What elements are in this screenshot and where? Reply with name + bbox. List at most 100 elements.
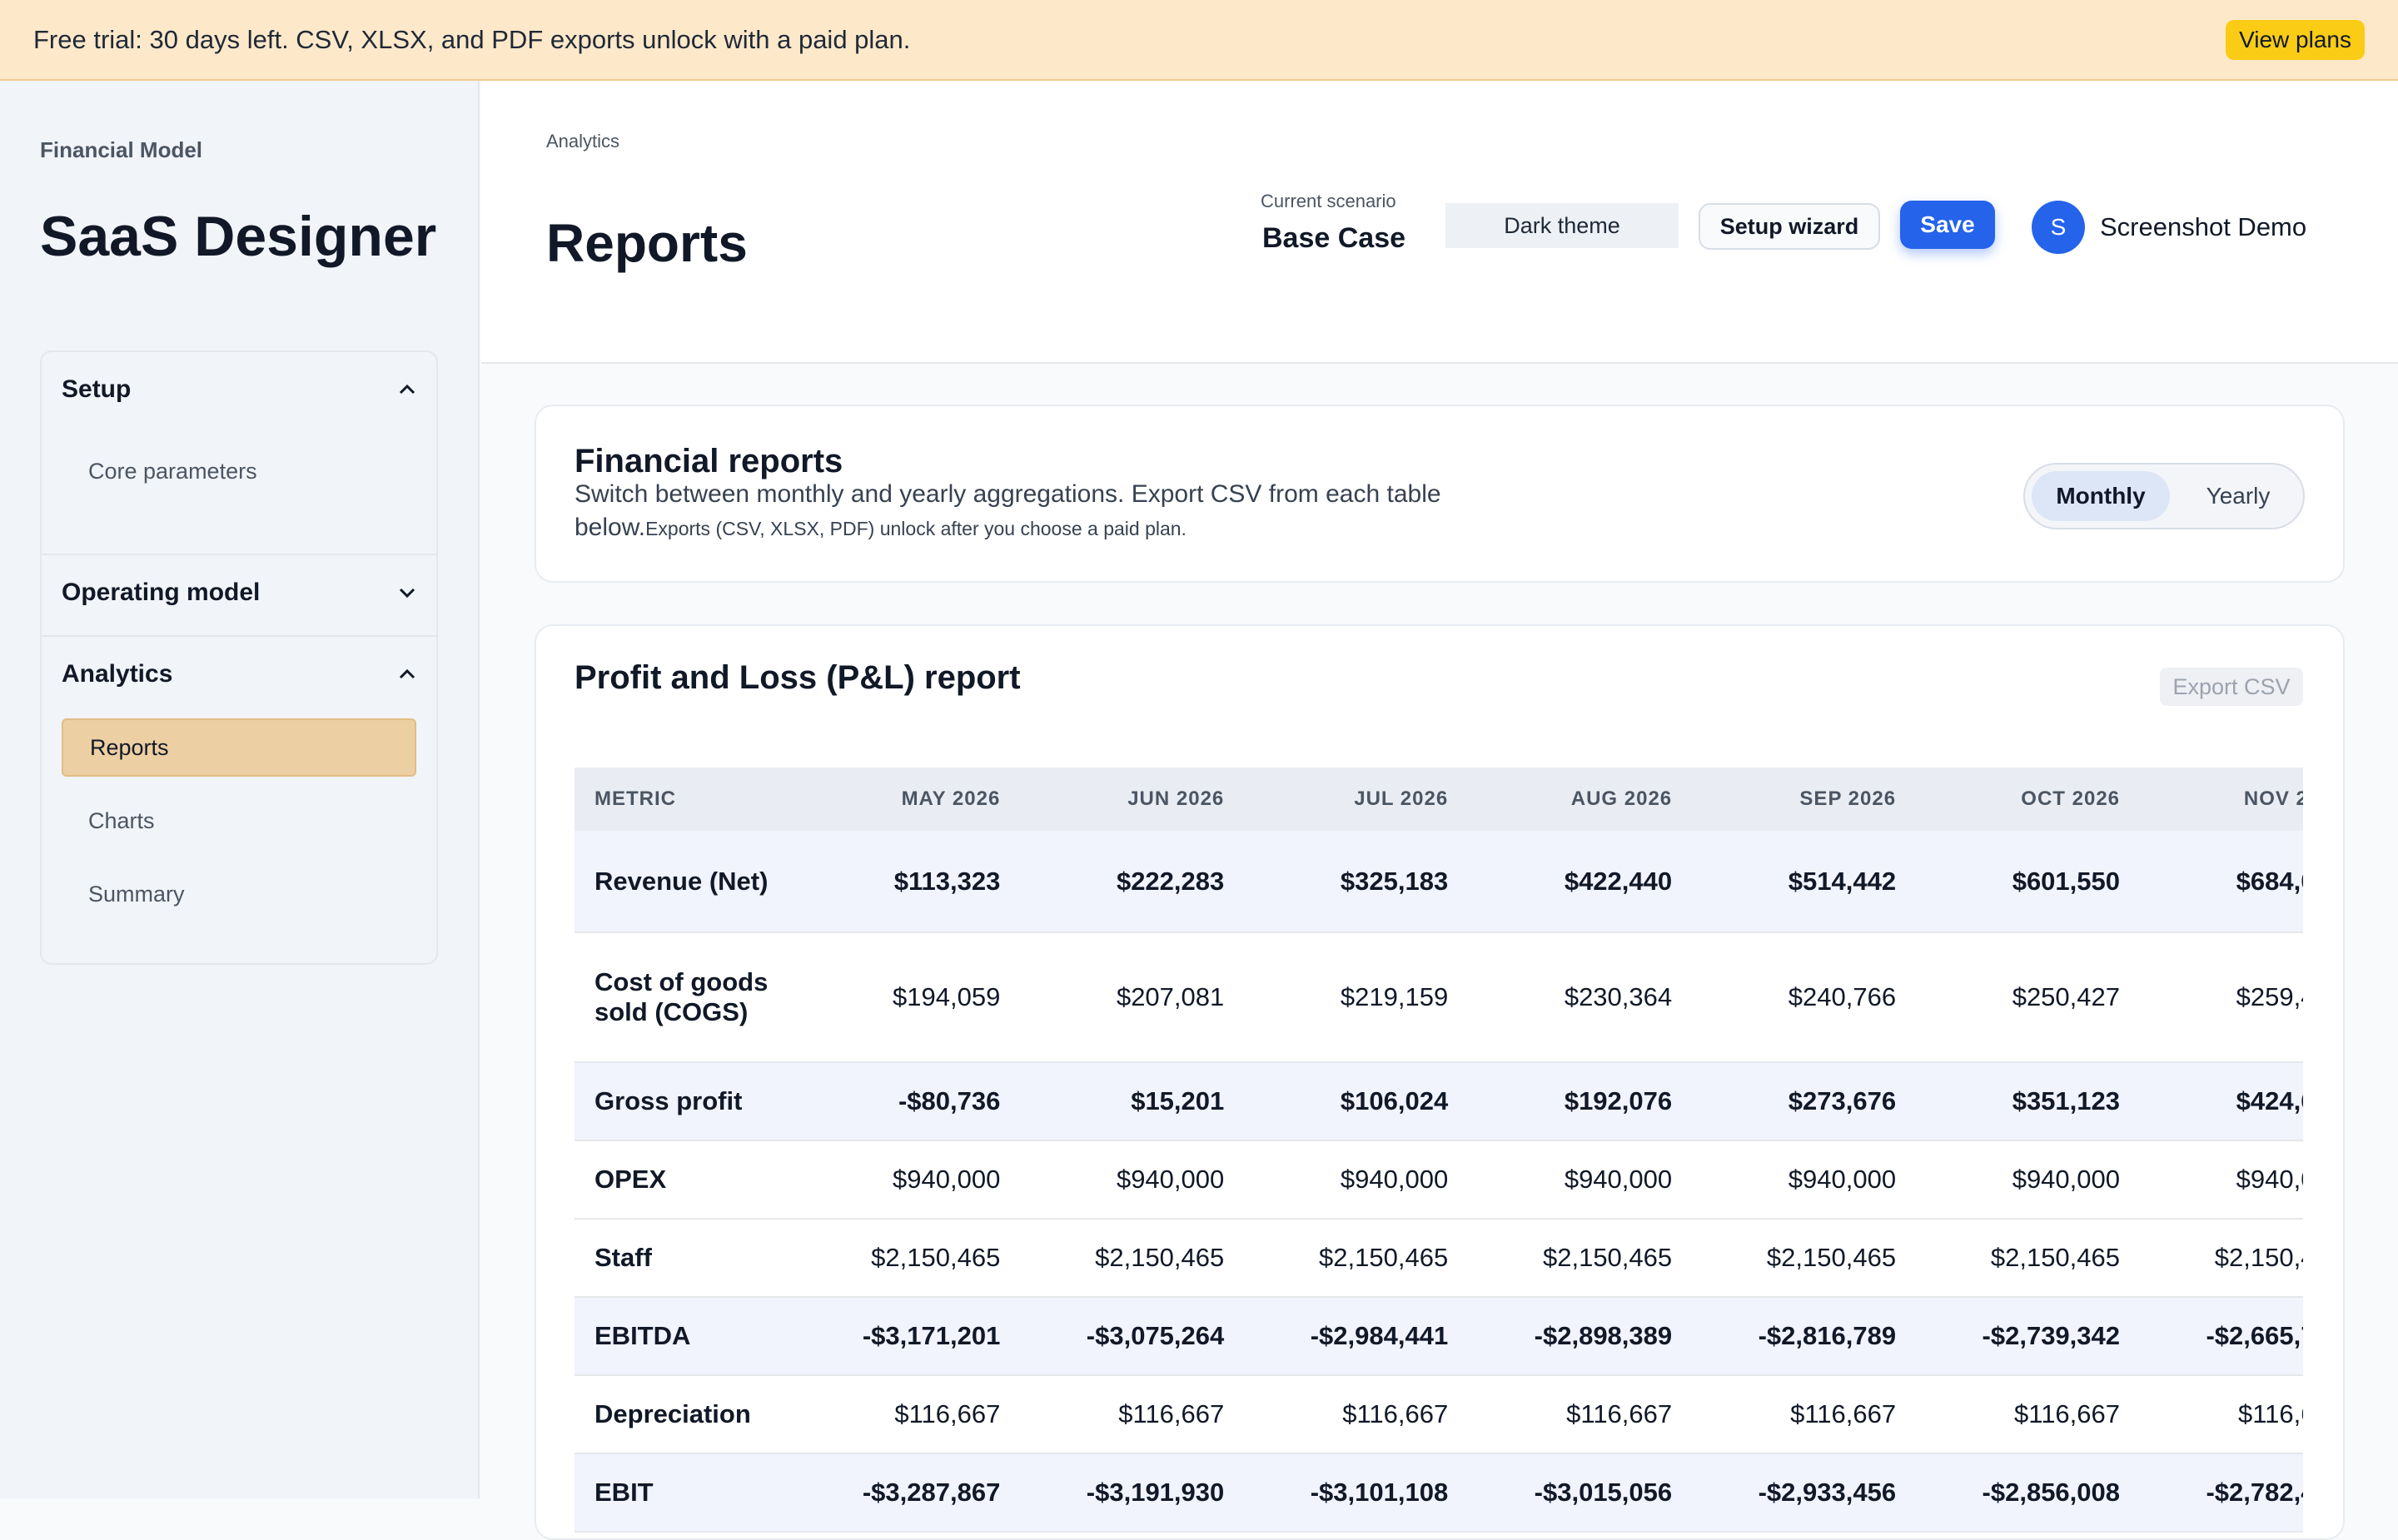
table-cell: $116,667 <box>1918 1375 2142 1454</box>
table-cell: $194,059 <box>798 932 1022 1063</box>
nav-section-label: Operating model <box>62 579 261 606</box>
table-cell: $424,693 <box>2142 1062 2303 1141</box>
nav-divider <box>42 635 436 637</box>
save-button[interactable]: Save <box>1900 201 1995 249</box>
table-cell: $325,183 <box>1246 831 1470 933</box>
column-header-month: NOV 2026 <box>2142 768 2303 831</box>
metric-label: OPEX <box>575 1140 799 1220</box>
column-header-month: JUL 2026 <box>1246 768 1470 831</box>
metric-label: EBIT <box>575 1453 799 1533</box>
app-subtitle: Financial Model <box>40 137 203 162</box>
table-cell: -$3,015,056 <box>1470 1453 1694 1533</box>
nav-divider <box>42 554 436 555</box>
table-row: Depreciation $116,667 $116,667 $116,667 $116… <box>575 1375 2303 1454</box>
sidebar-item-core-parameters[interactable]: Core parameters <box>88 458 257 484</box>
sidebar-item-reports[interactable]: Reports <box>62 718 416 777</box>
metric-label: EBITDA <box>575 1297 799 1376</box>
yearly-toggle-button[interactable]: Yearly <box>2206 483 2271 509</box>
table-cell: $2,150,465 <box>1694 1219 1918 1298</box>
table-cell: $940,000 <box>798 1140 1022 1220</box>
table-cell: $116,667 <box>1694 1375 1918 1454</box>
financial-reports-card: Financial reports Switch between monthly… <box>535 405 2345 583</box>
table-cell: $192,076 <box>1470 1062 1694 1141</box>
table-cell: $601,550 <box>1918 831 2142 933</box>
sidebar-item-summary[interactable]: Summary <box>88 881 185 907</box>
table-row: Revenue (Net) $113,323 $222,283 $325,183 $42… <box>575 831 2303 933</box>
table-cell: $940,000 <box>1246 1140 1470 1220</box>
table-cell: $2,150,465 <box>1246 1219 1470 1298</box>
table-cell: $116,667 <box>798 1375 1022 1454</box>
app-title: SaaS Designer <box>40 205 437 268</box>
table-row: Gross profit -$80,736 $15,201 $106,024 $192,… <box>575 1062 2303 1141</box>
table-cell: $422,440 <box>1470 831 1694 933</box>
table-cell: -$2,665,772 <box>2142 1297 2303 1376</box>
table-cell: -$3,075,264 <box>1022 1297 1246 1376</box>
chevron-up-icon <box>398 380 416 399</box>
financial-reports-description-text: Switch between monthly and yearly aggreg… <box>575 480 1441 541</box>
export-note: Exports (CSV, XLSX, PDF) unlock after yo… <box>645 518 1187 539</box>
table-cell: $684,097 <box>2142 831 2303 933</box>
setup-wizard-button[interactable]: Setup wizard <box>1699 203 1880 250</box>
metric-label: Staff <box>575 1219 799 1298</box>
scenario-value[interactable]: Base Case <box>1262 222 1406 254</box>
table-cell: $116,667 <box>1246 1375 1470 1454</box>
export-csv-button[interactable]: Export CSV <box>2160 668 2303 706</box>
user-name[interactable]: Screenshot Demo <box>2100 212 2307 241</box>
sidebar-item-charts[interactable]: Charts <box>88 807 155 833</box>
pl-report-card: Profit and Loss (P&L) report Export CSV … <box>535 624 2345 1540</box>
table-cell: -$3,287,867 <box>798 1453 1022 1533</box>
dark-theme-button[interactable]: Dark theme <box>1445 203 1679 248</box>
table-cell: $240,766 <box>1694 932 1918 1063</box>
table-header-row: METRIC MAY 2026 JUN 2026 JUL 2026 AUG 2026 SE… <box>575 768 2303 831</box>
column-header-month: AUG 2026 <box>1470 768 1694 831</box>
table-cell: $273,676 <box>1694 1062 1918 1141</box>
table-cell: -$2,898,389 <box>1470 1297 1694 1376</box>
sidebar-nav: Setup Core parameters Operating model An… <box>40 350 438 965</box>
pl-table-scroll[interactable]: METRIC MAY 2026 JUN 2026 JUL 2026 AUG 2026 SE… <box>575 768 2303 1538</box>
column-header-month: OCT 2026 <box>1918 768 2142 831</box>
table-cell: -$2,856,008 <box>1918 1453 2142 1533</box>
nav-section-label: Setup <box>62 375 132 403</box>
table-cell: -$2,933,456 <box>1694 1453 1918 1533</box>
main-header: Analytics Reports Current scenario Base … <box>481 81 2398 364</box>
table-cell: -$2,739,342 <box>1918 1297 2142 1376</box>
table-cell: $207,081 <box>1022 932 1246 1063</box>
table-cell: -$2,782,438 <box>2142 1453 2303 1533</box>
nav-section-analytics: Analytics <box>42 645 436 703</box>
table-row: EBIT -$3,287,867 -$3,191,930 -$3,101,108 -$3… <box>575 1453 2303 1533</box>
nav-section-setup: Setup <box>42 360 436 419</box>
table-cell: $230,364 <box>1470 932 1694 1063</box>
table-cell: $514,442 <box>1694 831 1918 933</box>
nav-section-header-analytics[interactable]: Analytics <box>42 645 436 703</box>
table-cell: $113,323 <box>798 831 1022 933</box>
table-cell: $940,000 <box>1694 1140 1918 1220</box>
monthly-toggle-button[interactable]: Monthly <box>2032 471 2170 521</box>
column-header-month: SEP 2026 <box>1694 768 1918 831</box>
nav-section-header-operating-model[interactable]: Operating model <box>42 564 436 622</box>
table-cell: $2,150,465 <box>1470 1219 1694 1298</box>
table-cell: $250,427 <box>1918 932 2142 1063</box>
nav-section-header-setup[interactable]: Setup <box>42 360 436 419</box>
pl-report-title: Profit and Loss (P&L) report <box>575 659 1021 696</box>
column-header-metric: METRIC <box>575 768 799 831</box>
table-cell: $259,404 <box>2142 932 2303 1063</box>
metric-label: Cost of goods sold (COGS) <box>575 932 799 1063</box>
chevron-up-icon <box>398 665 416 683</box>
table-cell: -$2,984,441 <box>1246 1297 1470 1376</box>
table-cell: $940,000 <box>1470 1140 1694 1220</box>
table-cell: -$3,171,201 <box>798 1297 1022 1376</box>
nav-section-label: Analytics <box>62 660 173 688</box>
column-header-month: JUN 2026 <box>1022 768 1246 831</box>
avatar[interactable]: S <box>2032 201 2085 254</box>
table-cell: $222,283 <box>1022 831 1246 933</box>
view-plans-button[interactable]: View plans <box>2226 20 2365 60</box>
trial-banner: Free trial: 30 days left. CSV, XLSX, and… <box>0 0 2398 81</box>
aggregation-toggle: Monthly Yearly <box>2023 463 2305 529</box>
table-cell: $2,150,465 <box>2142 1219 2303 1298</box>
nav-section-operating-model: Operating model <box>42 564 436 622</box>
metric-label: Gross profit <box>575 1062 799 1141</box>
metric-label: Revenue (Net) <box>575 831 799 933</box>
table-cell: -$80,736 <box>798 1062 1022 1141</box>
scenario-label: Current scenario <box>1261 191 1396 211</box>
breadcrumb[interactable]: Analytics <box>546 131 620 152</box>
